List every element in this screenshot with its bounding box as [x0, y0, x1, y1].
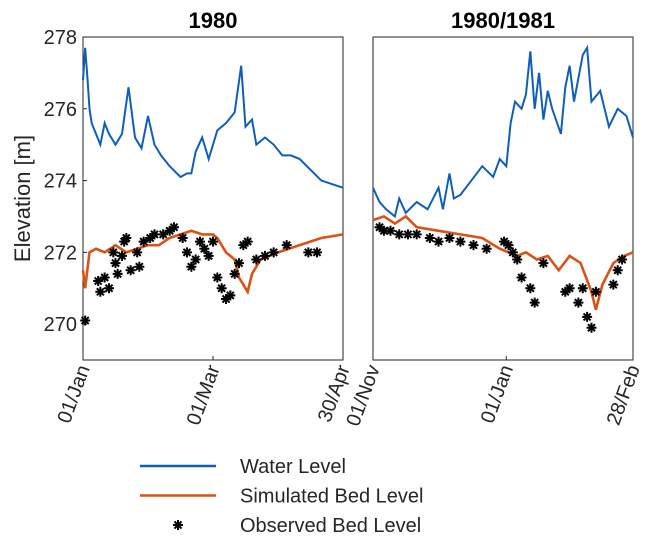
- observed-point: [242, 236, 253, 247]
- legend-label: Simulated Bed Level: [240, 486, 423, 508]
- panel-title: 1980: [189, 8, 238, 33]
- observed-point: [121, 232, 132, 243]
- observed-point: [221, 293, 231, 304]
- observed-point: [99, 272, 110, 283]
- y-tick-label: 272: [44, 242, 77, 264]
- observed-point: [149, 229, 160, 240]
- y-axis-label: Elevation [m]: [10, 135, 35, 262]
- observed-point: [251, 254, 262, 265]
- observed-point: [516, 272, 527, 283]
- observed-point: [169, 222, 179, 233]
- observed-point: [617, 254, 628, 265]
- observed-point: [158, 229, 169, 240]
- observed-point: [108, 247, 119, 258]
- plot-area: [82, 36, 344, 361]
- observed-point: [93, 276, 104, 287]
- observed-point: [268, 247, 279, 258]
- observed-point: [216, 283, 227, 294]
- observed-point: [468, 240, 479, 251]
- observed-point: [394, 229, 405, 240]
- observed-point: [110, 258, 121, 269]
- observed-point: [112, 268, 123, 279]
- observed-point: [199, 243, 210, 254]
- observed-point: [203, 250, 214, 261]
- observed-point: [424, 232, 435, 243]
- observed-point: [586, 322, 597, 333]
- observed-point: [525, 283, 536, 294]
- observed-point: [374, 222, 385, 233]
- observed-point: [234, 258, 244, 269]
- observed-point: [225, 290, 236, 301]
- plot-area: [372, 36, 634, 361]
- observed-point: [212, 272, 223, 283]
- observed-point: [119, 236, 130, 247]
- observed-point: [455, 236, 466, 247]
- observed-point: [608, 279, 619, 290]
- y-tick-label: 278: [44, 27, 77, 49]
- observed-point: [117, 250, 127, 261]
- y-tick-label: 274: [44, 171, 77, 193]
- observed-point: [590, 286, 601, 297]
- legend-label: Observed Bed Level: [240, 515, 421, 537]
- observed-point: [260, 250, 270, 261]
- observed-point: [80, 315, 91, 326]
- observed-point: [582, 311, 593, 322]
- series-line: [82, 47, 344, 189]
- x-tick-label: 01/Jan: [477, 362, 518, 426]
- x-tick-label: 28/Feb: [603, 362, 645, 428]
- observed-point: [125, 265, 136, 276]
- observed-point: [138, 236, 149, 247]
- observed-point: [560, 286, 571, 297]
- observed-point: [186, 261, 197, 272]
- observed-point: [238, 240, 249, 251]
- legend-label: Water Level: [240, 456, 346, 478]
- observed-point: [95, 286, 106, 297]
- observed-point: [564, 283, 575, 294]
- observed-point: [499, 236, 510, 247]
- x-tick-label: 01/Jan: [53, 362, 94, 426]
- observed-point: [132, 247, 143, 258]
- observed-point: [104, 283, 114, 294]
- series-line: [372, 214, 634, 311]
- observed-point: [573, 297, 584, 308]
- observed-point: [385, 225, 396, 236]
- observed-point: [177, 232, 188, 243]
- observed-point: [378, 225, 389, 236]
- observed-point: [444, 232, 455, 243]
- y-tick-label: 276: [44, 99, 77, 121]
- observed-point: [512, 254, 523, 265]
- observed-point: [145, 232, 156, 243]
- observed-point: [208, 236, 218, 247]
- panel-title: 1980/1981: [451, 8, 555, 33]
- observed-point: [612, 265, 623, 276]
- observed-point: [229, 268, 240, 279]
- observed-point: [529, 297, 540, 308]
- observed-point: [281, 240, 292, 251]
- observed-point: [507, 247, 518, 258]
- observed-point: [312, 247, 322, 258]
- observed-point: [134, 261, 145, 272]
- series-line: [372, 44, 634, 219]
- observed-point: [402, 229, 413, 240]
- observed-point: [411, 229, 422, 240]
- observed-point: [503, 240, 514, 251]
- observed-point: [182, 247, 192, 258]
- observed-point: [433, 236, 444, 247]
- observed-point: [303, 247, 314, 258]
- y-tick-label: 270: [44, 314, 77, 336]
- observed-point: [195, 236, 205, 247]
- observed-point: [164, 225, 175, 236]
- x-tick-label: 01/Mar: [183, 362, 225, 428]
- observed-point: [577, 283, 588, 294]
- legend-marker: [173, 520, 183, 530]
- observed-point: [538, 258, 549, 269]
- observed-point: [190, 254, 201, 265]
- observed-point: [481, 243, 492, 254]
